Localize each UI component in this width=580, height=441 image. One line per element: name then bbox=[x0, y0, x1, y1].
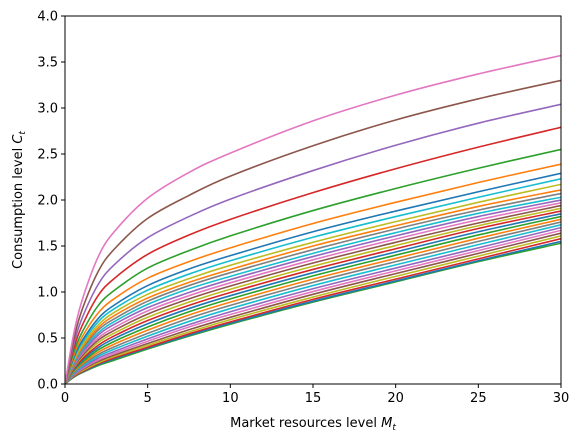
series-line-19 bbox=[65, 192, 561, 384]
series-line-27 bbox=[65, 103, 561, 384]
y-tick-label: 1.0 bbox=[37, 286, 58, 301]
series-line-14 bbox=[65, 207, 561, 384]
x-tick-label: 15 bbox=[305, 391, 322, 406]
y-axis-ticks: 0.0 0.5 1.0 1.5 2.0 2.5 3.0 3.5 4.0 bbox=[37, 10, 65, 393]
series-line-18 bbox=[65, 196, 561, 384]
series-line-17 bbox=[65, 199, 561, 384]
y-tick-label: 0.5 bbox=[37, 332, 58, 347]
x-tick-label: 30 bbox=[553, 391, 570, 406]
y-tick-label: 4.0 bbox=[37, 10, 58, 25]
series-line-8 bbox=[65, 224, 561, 384]
x-tick-label: 25 bbox=[470, 391, 487, 406]
series-line-12 bbox=[65, 213, 561, 384]
series-line-20 bbox=[65, 189, 561, 384]
series-line-25 bbox=[65, 148, 561, 384]
y-axis-label: Consumption level Ct bbox=[11, 131, 28, 269]
series-line-23 bbox=[65, 172, 561, 384]
y-tick-label: 0.0 bbox=[37, 378, 58, 393]
x-axis-label: Market resources level Mt bbox=[230, 416, 396, 433]
series-layer bbox=[65, 54, 561, 384]
series-line-24 bbox=[65, 163, 561, 384]
series-line-16 bbox=[65, 201, 561, 384]
x-axis-ticks: 0 5 10 15 20 25 30 bbox=[61, 384, 569, 406]
y-tick-label: 2.0 bbox=[37, 194, 58, 209]
x-tick-label: 10 bbox=[222, 391, 239, 406]
y-axis-label-subscript: t bbox=[18, 131, 28, 135]
series-line-9 bbox=[65, 221, 561, 384]
series-line-29 bbox=[65, 54, 561, 384]
series-line-22 bbox=[65, 178, 561, 384]
y-axis-label-symbol: C bbox=[11, 134, 26, 144]
series-line-21 bbox=[65, 183, 561, 384]
y-tick-label: 1.5 bbox=[37, 240, 58, 255]
series-line-10 bbox=[65, 218, 561, 384]
x-tick-label: 0 bbox=[61, 391, 69, 406]
x-axis-label-text: Market resources level bbox=[230, 416, 377, 431]
y-tick-label: 3.5 bbox=[37, 56, 58, 71]
y-tick-label: 2.5 bbox=[37, 148, 58, 163]
series-line-11 bbox=[65, 215, 561, 384]
series-line-28 bbox=[65, 79, 561, 384]
series-line-7 bbox=[65, 226, 561, 384]
x-tick-label: 5 bbox=[144, 391, 152, 406]
series-line-3 bbox=[65, 237, 561, 384]
series-line-15 bbox=[65, 204, 561, 384]
y-tick-label: 3.0 bbox=[37, 102, 58, 117]
series-line-26 bbox=[65, 126, 561, 384]
x-tick-label: 20 bbox=[387, 391, 404, 406]
x-axis-label-symbol: M bbox=[381, 416, 392, 431]
x-axis-label-subscript: t bbox=[392, 423, 396, 433]
y-axis-label-text: Consumption level bbox=[11, 148, 26, 269]
series-line-13 bbox=[65, 210, 561, 384]
